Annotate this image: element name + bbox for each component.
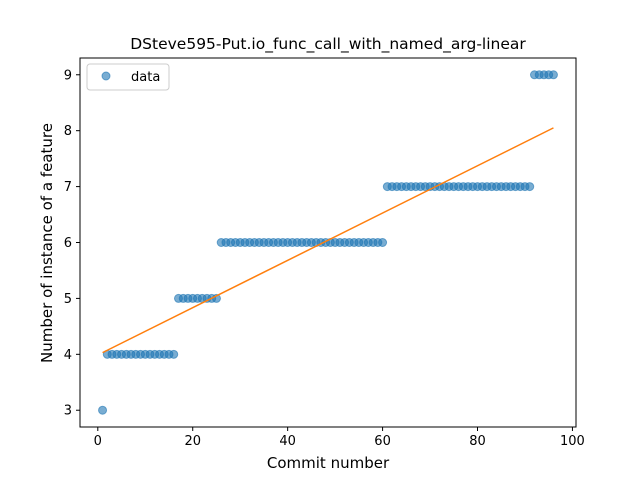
- x-tick-label: 60: [374, 434, 391, 449]
- x-tick-label: 100: [560, 434, 585, 449]
- x-tick-label: 20: [184, 434, 201, 449]
- y-tick-label: 4: [64, 348, 72, 363]
- y-tick-label: 3: [64, 404, 72, 419]
- y-tick-label: 7: [64, 180, 72, 195]
- y-tick-label: 8: [64, 124, 72, 139]
- x-axis-label: Commit number: [267, 454, 390, 472]
- axes-frame: [79, 57, 577, 428]
- data-point: [525, 182, 535, 192]
- y-axis-label: Number of instance of a feature: [38, 123, 56, 363]
- data-point: [548, 70, 558, 80]
- y-tick-label: 9: [64, 68, 72, 83]
- x-axis: 0 20 40 60 80 100: [94, 427, 585, 449]
- y-tick-label: 6: [64, 236, 72, 251]
- legend-box: [86, 63, 170, 91]
- chart-title: DSteve595-Put.io_func_call_with_named_ar…: [130, 35, 526, 54]
- data-point: [378, 238, 388, 247]
- data-point: [169, 349, 179, 359]
- x-tick-label: 80: [469, 434, 486, 449]
- x-tick-label: 40: [279, 434, 296, 449]
- y-axis: 3 4 5 6 7 8 9: [64, 68, 80, 419]
- y-tick-label: 5: [64, 292, 72, 307]
- legend-label: data: [131, 70, 160, 85]
- linear-fit-line: [102, 127, 554, 354]
- plot-area: [98, 70, 558, 415]
- x-tick-label: 0: [94, 434, 102, 449]
- legend: data: [86, 63, 170, 91]
- legend-marker: [101, 71, 111, 81]
- data-point: [98, 405, 108, 415]
